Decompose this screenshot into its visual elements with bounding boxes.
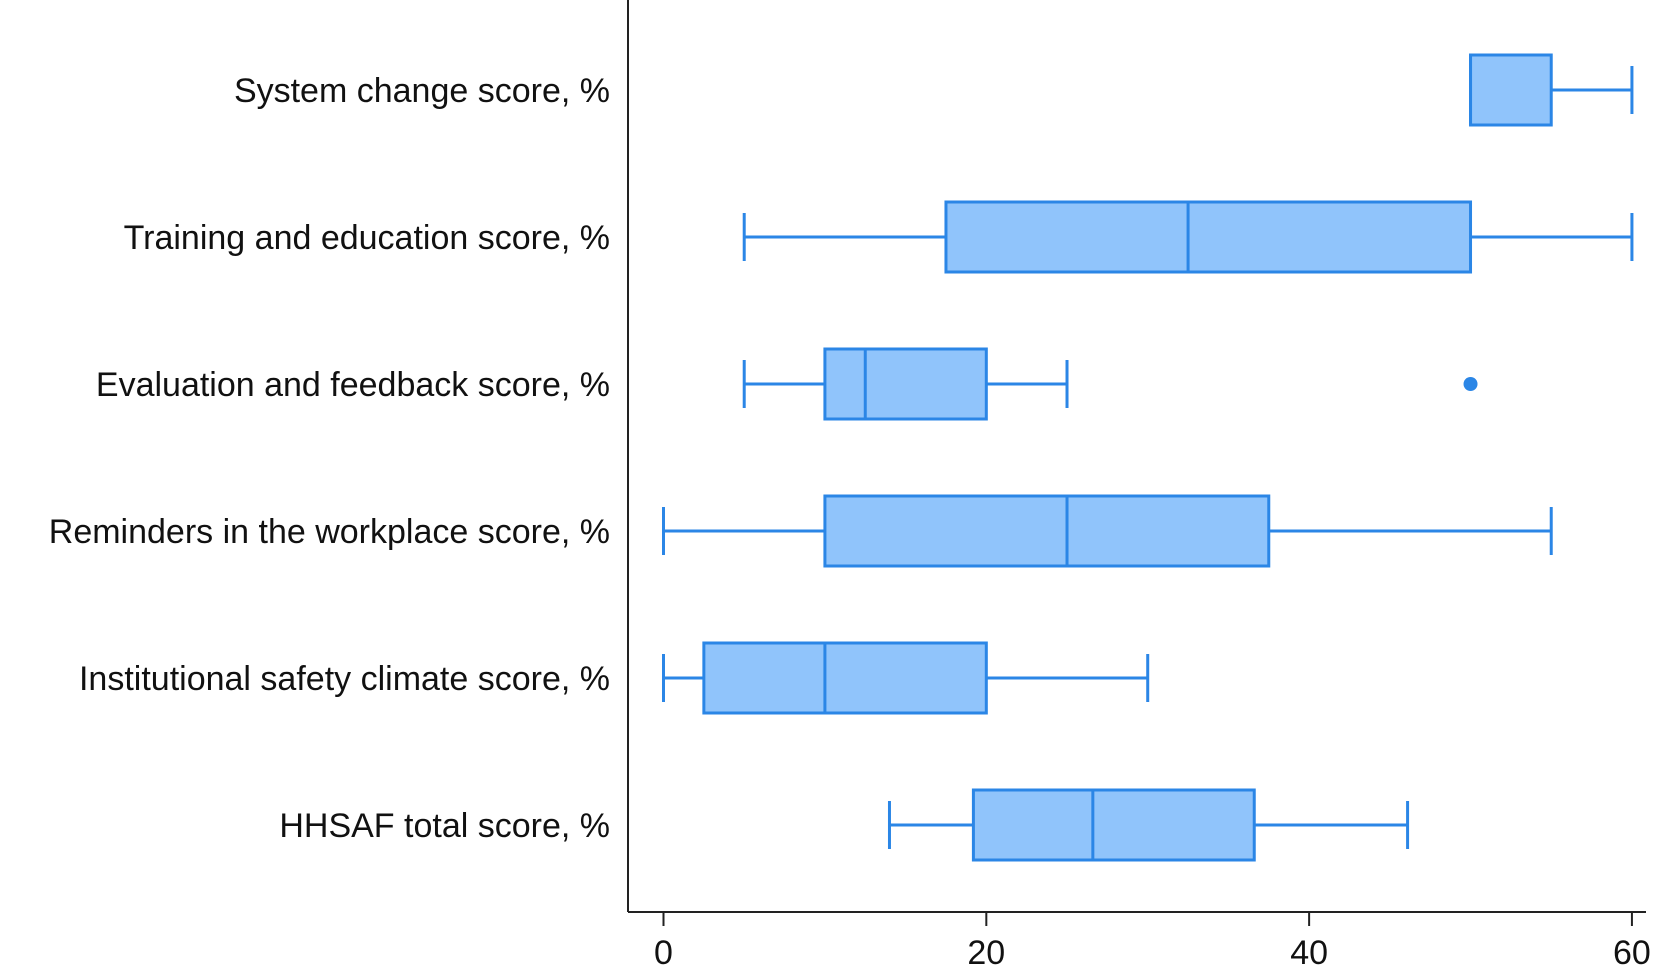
category-label: Training and education score, % — [124, 219, 610, 257]
x-tick-label: 60 — [1613, 934, 1651, 968]
category-label: System change score, % — [234, 72, 610, 110]
box-group — [1469, 53, 1634, 127]
iqr-box — [823, 347, 988, 421]
box-group — [662, 641, 1150, 715]
iqr-box — [702, 641, 988, 715]
box-group — [887, 788, 1410, 862]
x-tick-label: 0 — [654, 934, 673, 968]
box-group — [662, 494, 1553, 568]
iqr-box — [1469, 53, 1553, 127]
category-labels: System change score, % Training and educa… — [49, 72, 610, 845]
iqr-box — [971, 788, 1256, 862]
x-tick-label: 20 — [967, 934, 1005, 968]
outlier-point — [1463, 377, 1478, 391]
x-tick-label: 40 — [1290, 934, 1328, 968]
boxes — [662, 53, 1634, 862]
iqr-box — [823, 494, 1271, 568]
category-label: HHSAF total score, % — [279, 807, 610, 845]
box-group — [742, 347, 1478, 421]
axes — [627, 0, 1646, 913]
category-label: Institutional safety climate score, % — [79, 660, 610, 698]
category-label: Reminders in the workplace score, % — [49, 513, 610, 551]
iqr-box — [944, 200, 1473, 274]
box-group — [742, 200, 1634, 274]
x-axis-ticks: 0 20 40 60 — [654, 912, 1651, 968]
category-label: Evaluation and feedback score, % — [96, 366, 610, 404]
